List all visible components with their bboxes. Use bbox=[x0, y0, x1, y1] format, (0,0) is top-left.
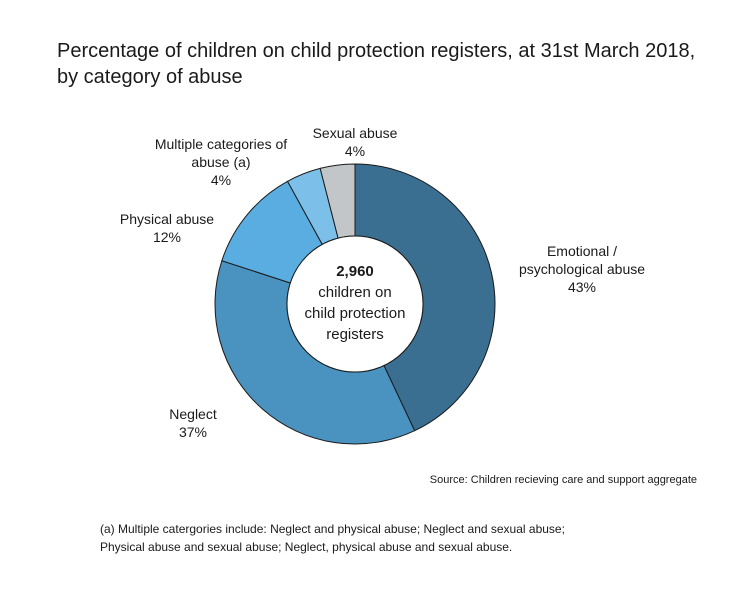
chart-title: Percentage of children on child protecti… bbox=[57, 40, 696, 88]
slice-label-3-line-2: 4% bbox=[211, 172, 231, 188]
slice-label-0-line-1: psychological abuse bbox=[519, 261, 645, 277]
footnote-line-1: (a) Multiple catergories include: Neglec… bbox=[100, 522, 565, 536]
slice-label-3-line-1: abuse (a) bbox=[191, 154, 250, 170]
slice-labels: Emotional / psychological abuse 43% Neglect… bbox=[120, 125, 645, 440]
slice-label-2-line-0: Physical abuse bbox=[120, 211, 214, 227]
center-line-2: child protection bbox=[305, 305, 406, 322]
source-note: Source: Children recieving care and supp… bbox=[429, 474, 697, 486]
slice-label-4-line-1: 4% bbox=[345, 143, 365, 159]
slice-label-1-line-0: Neglect bbox=[169, 406, 217, 422]
donut-hole bbox=[286, 235, 424, 373]
slice-label-4-line-0: Sexual abuse bbox=[313, 125, 398, 141]
center-total: 2,960 bbox=[336, 263, 374, 280]
donut-center-label: 2,960 children on child protection regis… bbox=[305, 263, 406, 343]
center-line-3: registers bbox=[326, 326, 384, 343]
footnote: (a) Multiple catergories include: Neglec… bbox=[100, 520, 700, 556]
slice-label-0-line-0: Emotional / bbox=[547, 243, 617, 259]
slice-label-1-line-1: 37% bbox=[179, 424, 207, 440]
slice-label-0-line-2: 43% bbox=[568, 279, 596, 295]
footnote-line-2: Physical abuse and sexual abuse; Neglect… bbox=[100, 540, 513, 554]
slice-label-2-line-1: 12% bbox=[153, 229, 181, 245]
center-line-1: children on bbox=[318, 284, 391, 301]
donut-slices bbox=[214, 163, 496, 445]
slice-label-3-line-0: Multiple categories of bbox=[155, 136, 287, 152]
